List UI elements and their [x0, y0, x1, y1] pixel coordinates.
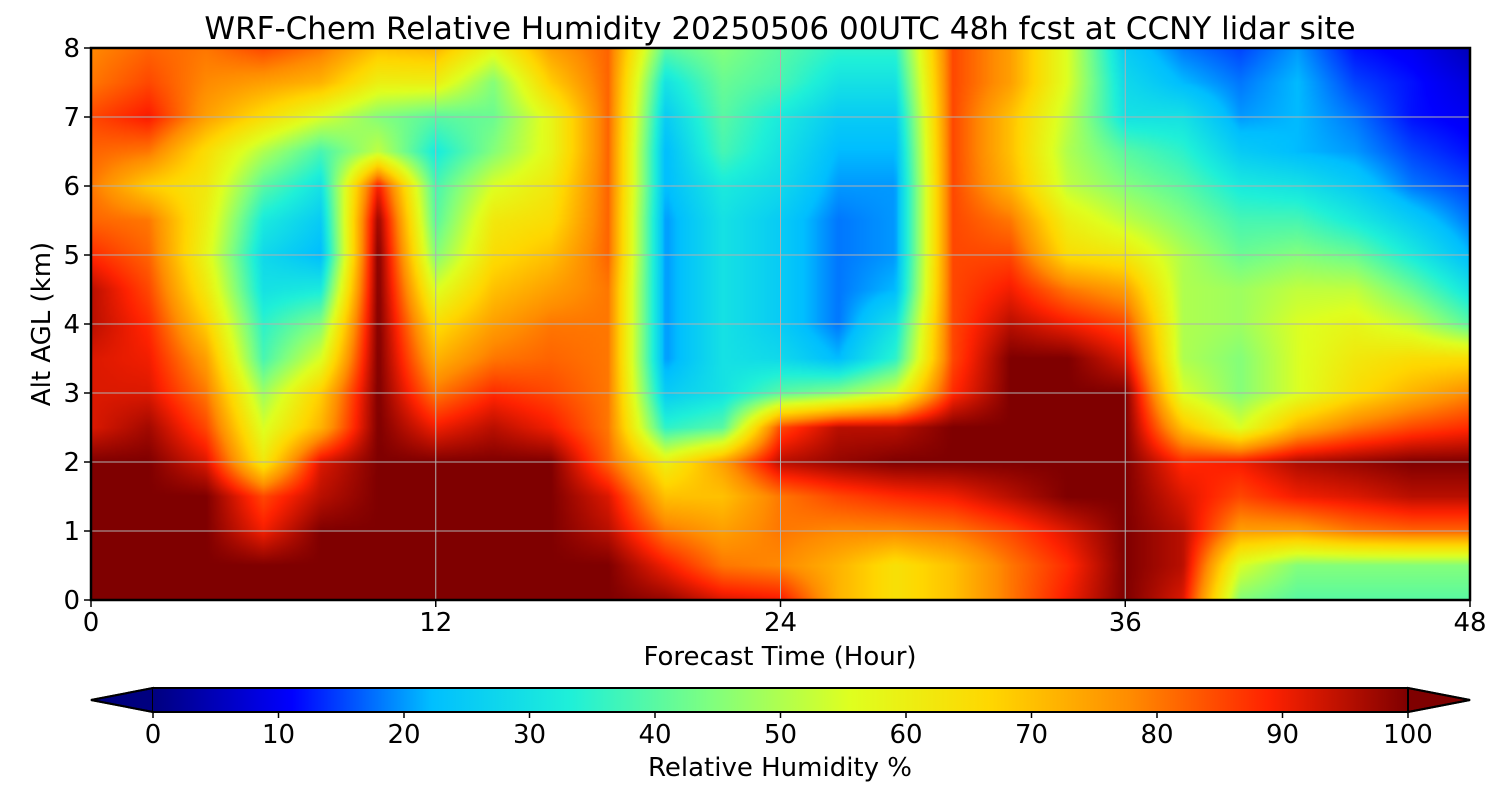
y-axis-label: Alt AGL (km) [27, 242, 57, 406]
colorbar-tick-label: 80 [1140, 720, 1173, 750]
colorbar-tick-label: 60 [889, 720, 922, 750]
x-tick-label: 0 [83, 608, 100, 638]
colorbar-tick-label: 40 [638, 720, 671, 750]
y-tick-label: 7 [63, 103, 80, 133]
y-tick-label: 4 [63, 310, 80, 340]
chart-title: WRF-Chem Relative Humidity 20250506 00UT… [204, 11, 1355, 47]
colorbar-tick-label: 30 [513, 720, 546, 750]
colorbar-extend-low [90, 686, 154, 714]
y-tick-label: 6 [63, 172, 80, 202]
y-tick-label: 0 [63, 586, 80, 616]
y-tick-label: 1 [63, 517, 80, 547]
colorbar-extend-high [1407, 686, 1471, 714]
y-tick-label: 2 [63, 448, 80, 478]
colorbar-tick-label: 0 [145, 720, 162, 750]
colorbar-label: Relative Humidity % [648, 753, 912, 783]
colorbar-tick-label: 50 [764, 720, 797, 750]
colorbar-tick-label: 70 [1015, 720, 1048, 750]
colorbar [153, 688, 1408, 712]
x-tick-label: 12 [419, 608, 452, 638]
y-tick-label: 5 [63, 241, 80, 271]
x-axis-label: Forecast Time (Hour) [643, 642, 916, 672]
colorbar-tick-label: 100 [1383, 720, 1433, 750]
x-tick-label: 48 [1453, 608, 1486, 638]
y-axis-ticks: 0 1 2 3 4 5 6 7 8 [63, 34, 91, 616]
x-tick-label: 24 [764, 608, 797, 638]
colorbar-ticks: 0 10 20 30 40 50 60 70 80 90 100 [145, 712, 1433, 750]
x-axis-ticks: 0 12 24 36 48 [83, 600, 1487, 638]
colorbar-tick-label: 10 [262, 720, 295, 750]
y-tick-label: 3 [63, 379, 80, 409]
colorbar-tick-label: 90 [1266, 720, 1299, 750]
colorbar-tick-label: 20 [387, 720, 420, 750]
x-tick-label: 36 [1109, 608, 1142, 638]
y-tick-label: 8 [63, 34, 80, 64]
